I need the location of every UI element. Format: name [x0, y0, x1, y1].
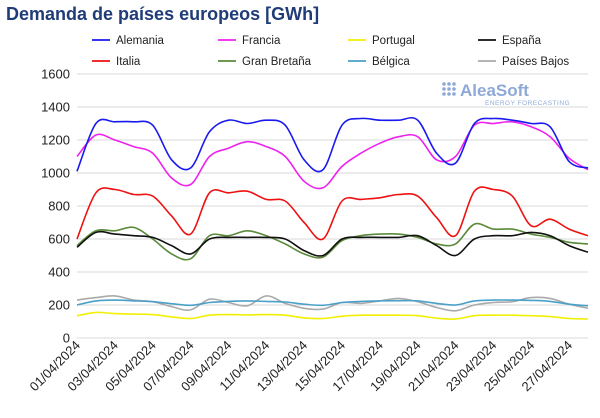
y-tick-label: 800	[48, 199, 70, 214]
gridlines	[77, 73, 588, 339]
chart-title: Demanda de países europeos [GWh]	[6, 4, 320, 24]
series-line-italia	[76, 186, 589, 241]
series-line-francia	[76, 120, 589, 190]
series-line-paises-bajos	[76, 295, 589, 312]
legend-label: Portugal	[372, 35, 415, 47]
y-tick-label: 1200	[41, 133, 70, 148]
legend-label: Italia	[116, 56, 141, 68]
aleasoft-logo: AleaSoft ENERGY FORECASTING	[442, 81, 570, 107]
legend-label: Alemania	[116, 35, 165, 47]
logo-subtitle: ENERGY FORECASTING	[485, 100, 570, 107]
logo-name: AleaSoft	[460, 81, 529, 100]
y-tick-label: 400	[48, 265, 70, 280]
y-tick-label: 1400	[41, 100, 70, 115]
series-line-alemania	[76, 116, 589, 173]
legend-label: España	[502, 35, 542, 47]
logo-mark	[442, 82, 456, 96]
legend-label: Países Bajos	[502, 56, 569, 68]
series	[76, 116, 589, 320]
series-line-portugal	[76, 311, 589, 320]
legend-label: Bélgica	[372, 56, 410, 68]
y-tick-label: 200	[48, 298, 70, 313]
legend: Alemania Francia Portugal España Italia Gran …	[92, 35, 569, 68]
y-tick-label: 1600	[41, 67, 70, 82]
series-line-belgica	[76, 299, 589, 307]
series-line-espana	[76, 230, 589, 257]
y-tick-label: 600	[48, 232, 70, 247]
series-line-gran-bretana	[76, 222, 589, 261]
legend-label: Gran Bretaña	[242, 56, 312, 68]
y-tick-label: 0	[63, 331, 70, 346]
legend-label: Francia	[242, 35, 281, 47]
y-tick-label: 1000	[41, 166, 70, 181]
